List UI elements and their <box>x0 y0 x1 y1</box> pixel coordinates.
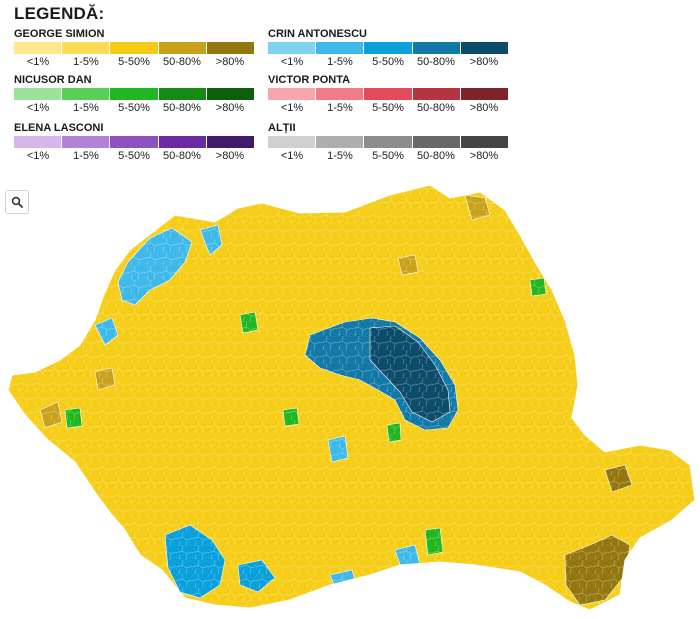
legend-swatch <box>110 42 158 54</box>
legend-color-bar <box>14 88 255 100</box>
legend-swatch <box>62 136 110 148</box>
search-icon <box>11 196 23 208</box>
legend-tick-label: <1% <box>280 150 304 162</box>
legend-group-george-simion: GEORGE SIMION <1% 1-5% 5-50% 50-80% >80% <box>14 28 255 68</box>
legend-swatch <box>14 88 62 100</box>
legend-tick-label: <1% <box>26 102 50 114</box>
legend-swatch <box>316 42 364 54</box>
legend-swatch <box>364 42 412 54</box>
legend-swatch <box>316 88 364 100</box>
legend-tick-label: 1-5% <box>73 102 99 114</box>
legend-swatch <box>412 136 460 148</box>
country-border <box>7 184 696 611</box>
legend-swatch <box>62 42 110 54</box>
legend-swatch <box>268 136 316 148</box>
zoom-search-button[interactable] <box>5 190 29 214</box>
legend-tick-label: >80% <box>215 56 245 68</box>
legend-swatch <box>62 88 110 100</box>
legend-swatch <box>316 136 364 148</box>
legend-tick-label: 1-5% <box>73 150 99 162</box>
legend-group-altii: ALȚII <1% 1-5% 5-50% 50-80% >80% <box>268 122 509 162</box>
legend-color-bar <box>268 42 509 54</box>
legend-tick-label: 50-80% <box>417 56 455 68</box>
legend-tick-label: <1% <box>280 102 304 114</box>
legend-tick-label: >80% <box>469 102 499 114</box>
legend-tick-label: <1% <box>26 150 50 162</box>
legend-tick-labels: <1% 1-5% 5-50% 50-80% >80% <box>268 102 508 114</box>
commune-borders <box>8 185 695 610</box>
legend-swatch <box>158 136 206 148</box>
legend-swatch <box>110 136 158 148</box>
legend-color-bar <box>14 136 255 148</box>
legend-tick-label: >80% <box>215 102 245 114</box>
legend-tick-label: 50-80% <box>163 102 201 114</box>
legend-swatch <box>158 42 206 54</box>
legend-tick-label: 5-50% <box>372 56 404 68</box>
legend-swatch <box>110 88 158 100</box>
legend-tick-labels: <1% 1-5% 5-50% 50-80% >80% <box>14 150 254 162</box>
legend-color-bar <box>268 88 509 100</box>
legend-group-elena-lasconi: ELENA LASCONI <1% 1-5% 5-50% 50-80% >80% <box>14 122 255 162</box>
legend-group-name: VICTOR PONTA <box>268 74 351 86</box>
legend-group-name: ALȚII <box>268 122 296 134</box>
legend-color-bar <box>268 136 509 148</box>
legend-tick-label: 1-5% <box>327 150 353 162</box>
legend-swatch <box>206 136 255 148</box>
legend-group-crin-antonescu: CRIN ANTONESCU <1% 1-5% 5-50% 50-80% >80… <box>268 28 509 68</box>
legend-tick-label: 5-50% <box>118 56 150 68</box>
legend-tick-label: 50-80% <box>163 56 201 68</box>
legend-swatch <box>412 88 460 100</box>
legend-tick-labels: <1% 1-5% 5-50% 50-80% >80% <box>268 150 508 162</box>
legend-swatch <box>206 42 255 54</box>
legend-tick-label: 50-80% <box>163 150 201 162</box>
legend-swatch <box>14 42 62 54</box>
legend-swatch <box>206 88 255 100</box>
legend-tick-label: 50-80% <box>417 150 455 162</box>
legend-tick-labels: <1% 1-5% 5-50% 50-80% >80% <box>268 56 508 68</box>
legend-swatch <box>460 136 509 148</box>
legend-tick-label: <1% <box>280 56 304 68</box>
legend-tick-label: <1% <box>26 56 50 68</box>
legend-tick-label: 5-50% <box>118 150 150 162</box>
legend-tick-label: 5-50% <box>118 102 150 114</box>
legend-tick-label: 1-5% <box>327 56 353 68</box>
legend-group-nicusor-dan: NICUSOR DAN <1% 1-5% 5-50% 50-80% >80% <box>14 74 255 114</box>
legend-tick-label: >80% <box>469 56 499 68</box>
legend-group-name: CRIN ANTONESCU <box>268 28 368 40</box>
legend-tick-label: >80% <box>215 150 245 162</box>
legend-color-bar <box>14 42 255 54</box>
legend-group-victor-ponta: VICTOR PONTA <1% 1-5% 5-50% 50-80% >80% <box>268 74 509 114</box>
legend-title: LEGENDĂ: <box>14 4 105 23</box>
legend-swatch <box>364 136 412 148</box>
legend-group-name: NICUSOR DAN <box>14 74 92 86</box>
legend-group-name: ELENA LASCONI <box>14 122 104 134</box>
legend-swatch <box>158 88 206 100</box>
legend-tick-label: >80% <box>469 150 499 162</box>
legend-tick-labels: <1% 1-5% 5-50% 50-80% >80% <box>14 102 254 114</box>
legend-swatch <box>364 88 412 100</box>
legend-swatch <box>460 42 509 54</box>
legend-tick-labels: <1% 1-5% 5-50% 50-80% >80% <box>14 56 254 68</box>
legend-tick-label: 50-80% <box>417 102 455 114</box>
legend-swatch <box>268 42 316 54</box>
legend-tick-label: 1-5% <box>73 56 99 68</box>
legend-group-name: GEORGE SIMION <box>14 28 105 40</box>
legend-swatch <box>268 88 316 100</box>
legend-swatch <box>460 88 509 100</box>
legend-tick-label: 5-50% <box>372 102 404 114</box>
legend-swatch <box>412 42 460 54</box>
legend-swatch <box>14 136 62 148</box>
legend-tick-label: 1-5% <box>327 102 353 114</box>
legend-tick-label: 5-50% <box>372 150 404 162</box>
